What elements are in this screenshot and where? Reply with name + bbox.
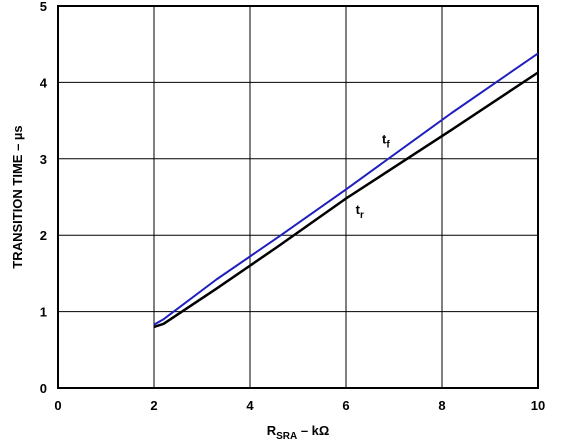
x-tick-label-1: 2 [150, 398, 157, 413]
series-line-t-r [153, 71, 539, 329]
x-axis-title: RSRA – kΩ [267, 423, 330, 442]
y-tick-label-2: 2 [40, 228, 47, 243]
curve-label-sub: r [360, 210, 364, 221]
y-tick-labels: 0 1 2 3 4 5 [40, 0, 48, 396]
x-tick-label-4: 8 [438, 398, 445, 413]
curve-label-main: t [382, 132, 387, 147]
y-tick-label-4: 4 [40, 75, 48, 90]
x-tick-label-3: 6 [342, 398, 349, 413]
x-axis-title-rest: – kΩ [297, 423, 329, 438]
curve-label-t-r: tr [356, 202, 364, 221]
y-tick-label-3: 3 [40, 152, 47, 167]
plot-frame [57, 5, 539, 389]
y-tick-label-1: 1 [40, 305, 47, 320]
grid [57, 5, 539, 389]
series-layer [153, 52, 539, 329]
series-line-t-f [153, 52, 539, 326]
y-axis-title: TRANSITION TIME – µs [10, 125, 25, 268]
y-tick-label-5: 5 [40, 0, 47, 14]
curve-label-sub: f [386, 140, 390, 151]
curve-label-main: t [356, 202, 361, 217]
x-tick-label-2: 4 [246, 398, 254, 413]
x-axis-title-main: R [267, 423, 277, 438]
curve-label-t-f: tf [382, 132, 390, 151]
x-axis-title-sub: SRA [276, 431, 297, 442]
x-tick-labels: 0 2 4 6 8 10 [54, 398, 545, 413]
x-tick-label-5: 10 [531, 398, 545, 413]
x-tick-label-0: 0 [54, 398, 61, 413]
y-tick-label-0: 0 [40, 381, 47, 396]
